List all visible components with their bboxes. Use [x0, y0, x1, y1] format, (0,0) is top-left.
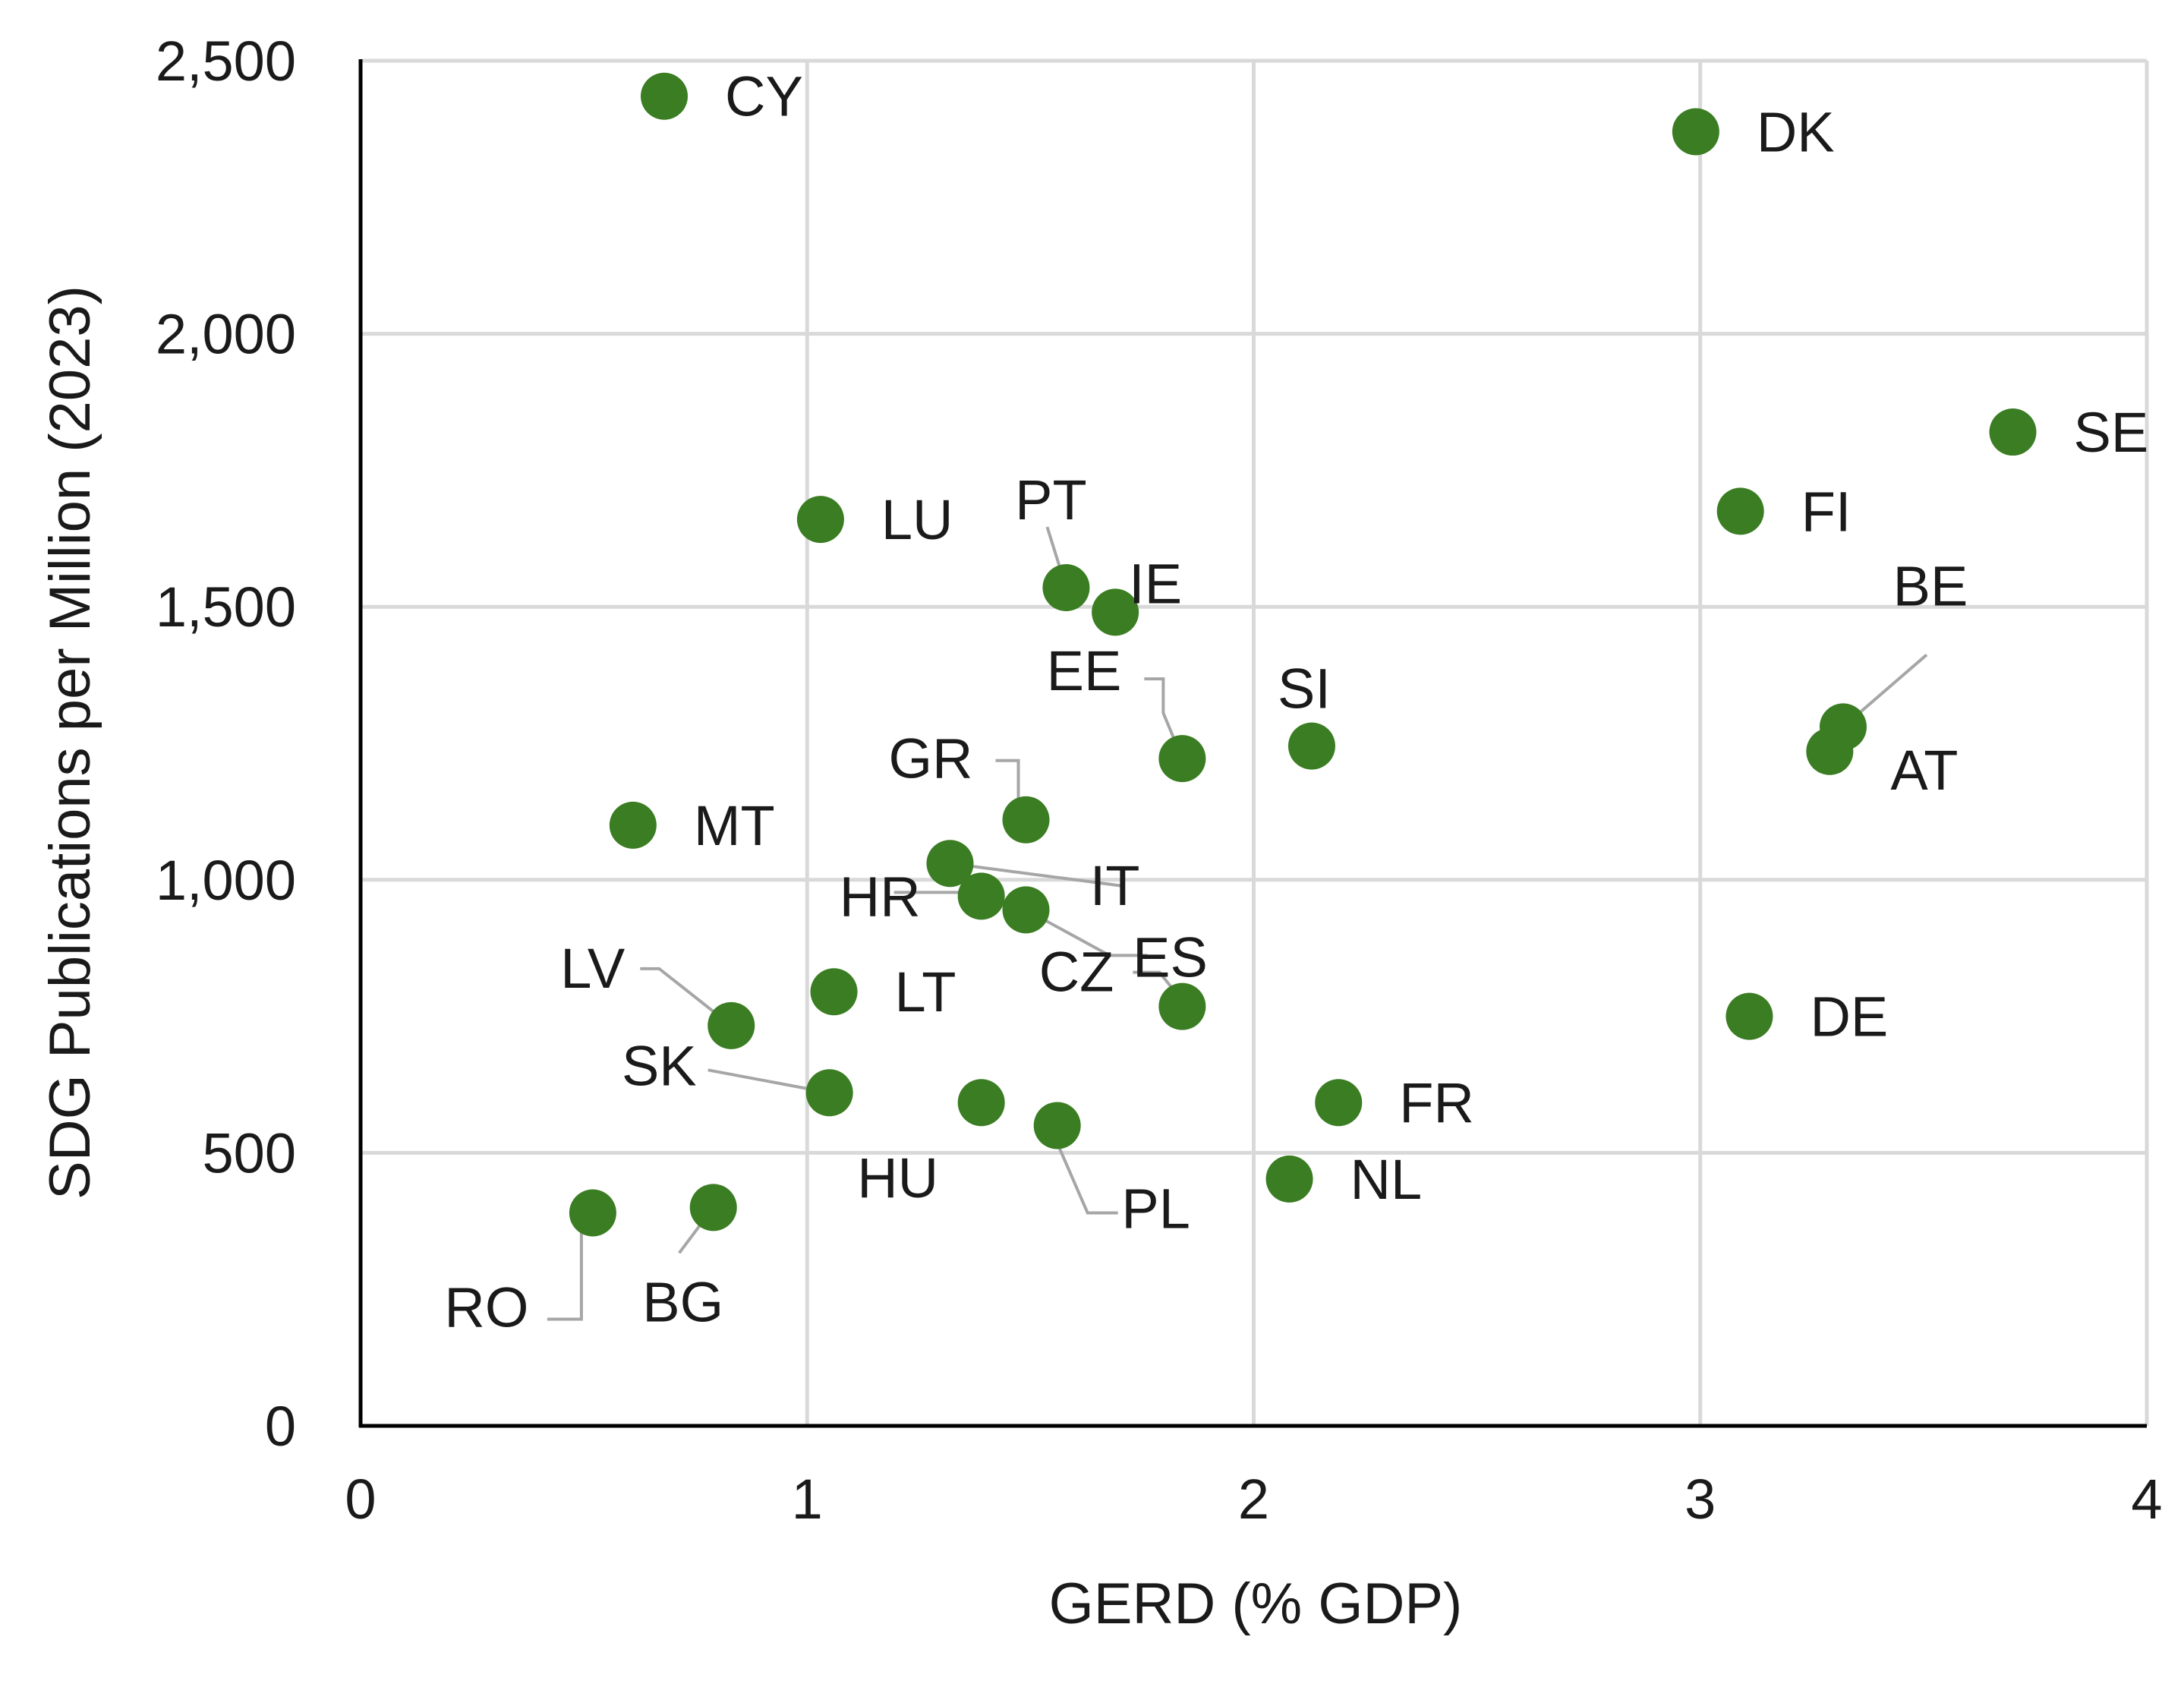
data-point-mt — [609, 801, 657, 849]
point-label-se: SE — [2074, 401, 2149, 464]
leader-line-pl — [1048, 1124, 1118, 1215]
point-label-nl: NL — [1350, 1148, 1423, 1211]
point-label-si: SI — [1278, 658, 1331, 721]
data-point-cy — [641, 72, 689, 120]
data-points — [569, 72, 2037, 1237]
leader-line-lv — [640, 967, 733, 1027]
y-tick-label: 1,500 — [156, 576, 296, 639]
point-label-gr: GR — [888, 727, 972, 790]
point-label-sk: SK — [622, 1034, 697, 1097]
point-label-at: AT — [1890, 739, 1958, 802]
data-point-hu — [957, 1079, 1005, 1127]
point-label-cy: CY — [725, 65, 803, 128]
data-point-it — [926, 840, 974, 888]
point-label-es: ES — [1133, 926, 1208, 989]
leader-line-it — [950, 862, 1125, 888]
y-tick-label: 500 — [203, 1121, 296, 1184]
data-point-ro — [569, 1189, 616, 1237]
point-label-pl: PL — [1121, 1177, 1190, 1240]
data-point-se — [1989, 408, 2037, 456]
x-axis-title: GERD (% GDP) — [1049, 1572, 1463, 1636]
y-tick-label: 2,500 — [156, 30, 296, 93]
point-label-lt: LT — [895, 960, 956, 1023]
point-label-it: IT — [1090, 854, 1140, 917]
data-point-sk — [805, 1069, 853, 1117]
y-axis-title: SDG Publications per Million (2023) — [38, 285, 102, 1200]
point-label-be: BE — [1893, 554, 1968, 617]
data-point-de — [1725, 992, 1773, 1040]
x-tick-label: 4 — [2131, 1468, 2162, 1531]
x-tick-label: 1 — [792, 1468, 823, 1531]
axes — [358, 59, 2147, 1428]
point-label-ro: RO — [444, 1276, 528, 1339]
data-point-pl — [1033, 1102, 1081, 1149]
grid — [361, 58, 2149, 1426]
x-tick-label: 2 — [1238, 1468, 1269, 1531]
x-tick-label: 3 — [1684, 1468, 1716, 1531]
leader-line-ro — [547, 1220, 583, 1321]
data-point-pt — [1042, 564, 1090, 612]
point-label-ee: EE — [1047, 639, 1122, 702]
point-label-fi: FI — [1801, 480, 1852, 543]
data-point-es — [1002, 886, 1050, 934]
data-point-ie — [1092, 588, 1139, 636]
data-point-bg — [689, 1184, 737, 1231]
point-label-lu: LU — [881, 488, 953, 551]
point-label-de: DE — [1810, 985, 1888, 1049]
x-tick-label: 0 — [345, 1468, 376, 1531]
data-point-lu — [796, 496, 844, 544]
data-point-dk — [1672, 108, 1719, 156]
point-label-fr: FR — [1399, 1071, 1474, 1134]
point-label-bg: BG — [642, 1270, 723, 1333]
data-point-nl — [1265, 1155, 1313, 1203]
point-label-ie: IE — [1129, 552, 1182, 615]
data-point-lt — [810, 968, 858, 1016]
leader-line-ee — [1144, 677, 1184, 759]
point-labels: CY DK SE FI LU PT IE BE AT SI EE GR MT IT HR ES LT CZ DE LV… — [444, 65, 2148, 1339]
leader-lines — [547, 526, 1928, 1321]
data-point-si — [1287, 722, 1335, 770]
leader-line-es — [1025, 908, 1148, 957]
point-label-pt: PT — [1015, 468, 1087, 531]
data-point-lv — [708, 1001, 755, 1049]
data-point-fr — [1315, 1079, 1363, 1127]
y-tick-label: 1,000 — [156, 849, 296, 912]
point-label-hu: HU — [857, 1146, 938, 1209]
point-label-mt: MT — [694, 794, 775, 857]
y-tick-label: 0 — [265, 1395, 296, 1458]
data-point-at — [1806, 727, 1854, 775]
data-point-gr — [1002, 796, 1050, 844]
point-label-dk: DK — [1757, 100, 1835, 163]
point-label-hr: HR — [840, 865, 921, 928]
tick-labels: 0 1 2 3 4 0 500 1,000 1,500 2,000 2,500 — [156, 30, 2163, 1531]
point-label-cz: CZ — [1039, 941, 1114, 1004]
data-point-cz — [1158, 982, 1206, 1030]
data-point-fi — [1716, 487, 1764, 535]
point-label-lv: LV — [560, 937, 626, 1000]
data-point-hr — [957, 872, 1005, 920]
y-tick-label: 2,000 — [156, 303, 296, 366]
data-point-ee — [1158, 735, 1206, 783]
